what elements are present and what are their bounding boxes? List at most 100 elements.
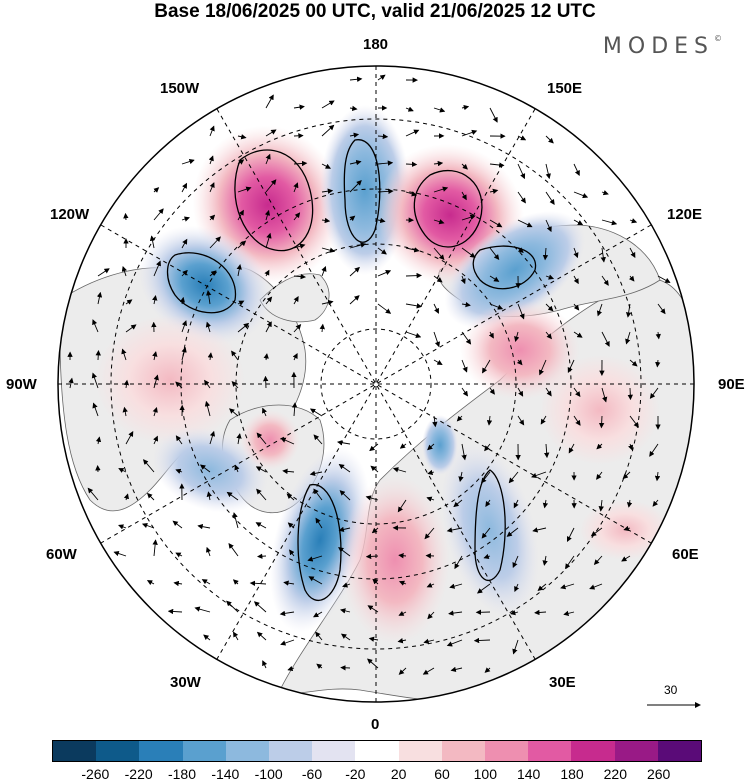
wind-arrow [405, 161, 418, 168]
wind-arrow [153, 187, 160, 193]
wind-arrow [293, 160, 308, 167]
wind-arrow [405, 191, 418, 197]
colorbar-tick-label: 60 [434, 766, 450, 782]
wind-arrow [95, 436, 102, 445]
wind-arrow [398, 667, 407, 675]
colorbar-tick-label: -60 [301, 766, 323, 782]
wind-arrow [446, 527, 463, 533]
wind-arrow [461, 301, 471, 308]
wind-arrow [293, 273, 306, 280]
wind-arrow [461, 247, 476, 258]
wind-arrow [621, 555, 631, 562]
wind-arrow [96, 291, 103, 305]
wind-arrow [489, 387, 495, 395]
colorbar-tick-label: 100 [473, 766, 498, 782]
wind-arrow [398, 553, 407, 559]
wind-arrow [657, 303, 666, 315]
wind-arrow [458, 471, 464, 482]
wind-arrow [573, 415, 581, 426]
wind-arrow [321, 299, 334, 306]
wind-arrow [253, 601, 267, 613]
wind-arrow [68, 377, 74, 389]
wind-arrow [573, 219, 584, 226]
wind-arrow [461, 359, 468, 373]
wind-arrow [203, 634, 211, 641]
wind-arrow [426, 582, 435, 588]
wind-arrow [481, 527, 491, 539]
wind-arrow [590, 527, 603, 537]
wind-arrow [237, 322, 250, 333]
wind-arrow [399, 443, 407, 449]
wind-arrow [146, 492, 155, 501]
wind-arrow [461, 331, 472, 345]
wind-arrow [313, 611, 323, 618]
wind-arrow [226, 491, 239, 501]
wind-arrow [181, 269, 188, 277]
wind-arrow [209, 236, 221, 249]
wind-arrow [460, 275, 466, 285]
wind-arrow [153, 435, 159, 445]
wind-arrow [513, 499, 519, 509]
lon-label-90w: 90W [6, 376, 37, 393]
wind-arrow [517, 387, 524, 397]
wind-arrow [573, 387, 581, 398]
wind-arrow [226, 600, 239, 613]
wind-arrow [625, 303, 632, 318]
wind-arrow [349, 295, 360, 305]
wind-arrow [566, 527, 575, 543]
wind-arrow [152, 295, 158, 305]
wind-arrow [454, 555, 463, 570]
wind-arrow [231, 350, 239, 361]
polar-map [57, 65, 695, 703]
wind-arrow [510, 610, 519, 616]
wind-arrow [209, 430, 216, 445]
wind-arrow [542, 499, 549, 509]
wind-arrow [175, 435, 183, 445]
colorbar-tick-label: 140 [516, 766, 541, 782]
wind-arrow [92, 402, 99, 417]
wind-arrow [316, 663, 323, 670]
colorbar-swatch [139, 741, 183, 761]
wind-arrow [371, 527, 379, 534]
colorbar-swatch [528, 741, 572, 761]
wind-arrow [256, 432, 267, 445]
wind-arrow [205, 546, 212, 557]
wind-arrow [573, 191, 589, 199]
wind-arrow [369, 443, 379, 452]
wind-arrow [657, 275, 671, 283]
wind-arrow [263, 353, 269, 361]
colorbar-tick-label: 20 [390, 766, 407, 782]
wind-arrow [293, 243, 306, 249]
wind-arrow [596, 303, 603, 317]
wind-arrow [181, 238, 188, 249]
brand-logo: MODES© [603, 34, 722, 59]
wind-arrow [534, 609, 547, 616]
wind-arrow [486, 415, 493, 426]
wind-arrow [321, 100, 335, 109]
wind-arrow [175, 552, 183, 558]
wind-arrow [461, 387, 469, 397]
wind-arrow [489, 247, 500, 261]
wind-arrow [167, 608, 183, 615]
wind-arrow [516, 359, 523, 366]
wind-arrow [321, 247, 336, 253]
wind-arrow [424, 527, 435, 540]
wind-arrow [319, 323, 326, 333]
wind-arrow [339, 490, 351, 501]
wind-arrow [531, 471, 547, 479]
wind-arrow [545, 331, 552, 340]
wind-arrow [372, 578, 379, 585]
wind-arrow [629, 415, 639, 428]
wind-arrow [598, 415, 605, 429]
wind-arrow [563, 610, 575, 616]
wind-arrow [512, 639, 519, 655]
wind-arrow [293, 182, 299, 193]
map-title: Base 18/06/2025 00 UTC, valid 21/06/2025… [154, 1, 596, 22]
colorbar-tick-label: -260 [81, 766, 110, 782]
wind-arrow [262, 407, 267, 417]
wind-arrow [405, 272, 422, 279]
wind-arrow [489, 275, 500, 282]
colorbar-swatch [312, 741, 356, 761]
colorbar-tick-label: 180 [560, 766, 584, 782]
wind-arrow [596, 471, 603, 480]
